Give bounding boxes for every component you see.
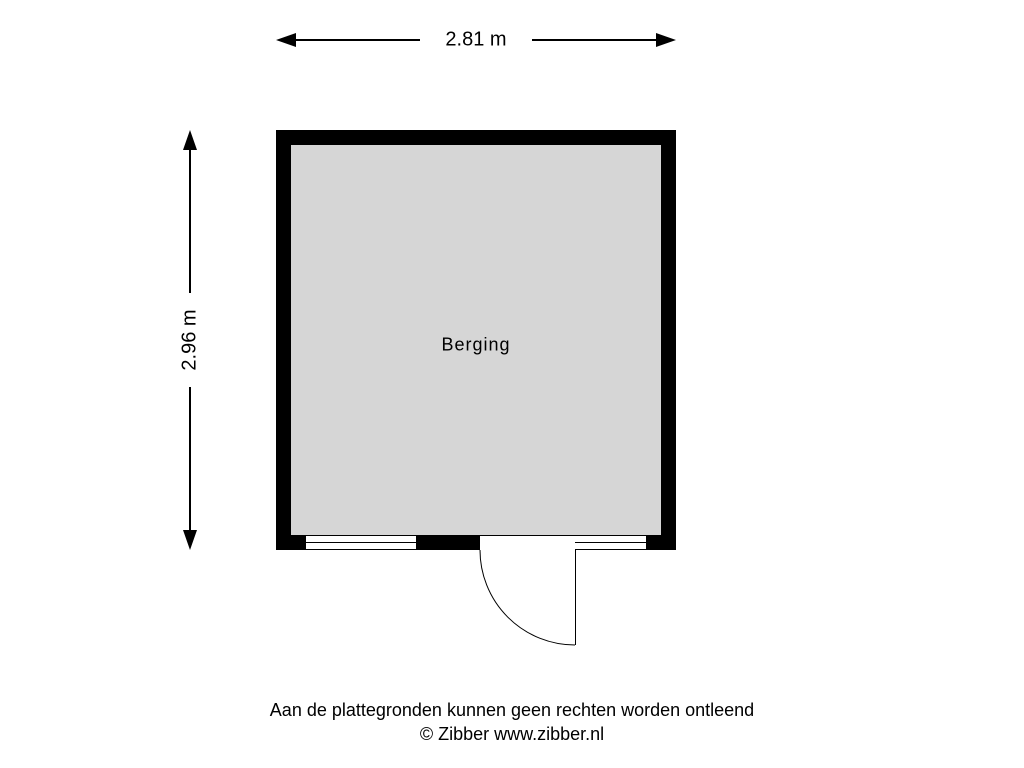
window-2-outer-line bbox=[575, 549, 646, 550]
dim-width-arrow-left bbox=[276, 33, 296, 47]
door-inner-line bbox=[480, 535, 575, 536]
dim-width-label: 2.81 m bbox=[445, 29, 506, 52]
dim-width-arrow-right bbox=[656, 33, 676, 47]
door-opening bbox=[480, 535, 575, 551]
window-2-mid-line bbox=[575, 542, 646, 543]
footer-disclaimer: Aan de plattegronden kunnen geen rechten… bbox=[270, 700, 754, 721]
dim-height-line-bottom bbox=[189, 387, 191, 532]
window-1-inner-line bbox=[306, 535, 416, 536]
footer-copyright: © Zibber www.zibber.nl bbox=[420, 724, 604, 745]
window-1-mid-line bbox=[306, 542, 416, 543]
dim-height-arrow-down bbox=[183, 530, 197, 550]
dim-width-line-left bbox=[290, 39, 420, 41]
door-leaf bbox=[575, 550, 576, 645]
dim-height-line-top bbox=[189, 148, 191, 293]
window-1-outer-line bbox=[306, 549, 416, 550]
room-label: Berging bbox=[441, 335, 510, 356]
dim-height-arrow-up bbox=[183, 130, 197, 150]
dim-height-label: 2.96 m bbox=[179, 309, 202, 370]
window-2-inner-line bbox=[575, 535, 646, 536]
dim-width-line-right bbox=[532, 39, 662, 41]
floorplan-canvas: Berging 2.81 m 2.96 m Aan de plattegrond… bbox=[0, 0, 1024, 768]
